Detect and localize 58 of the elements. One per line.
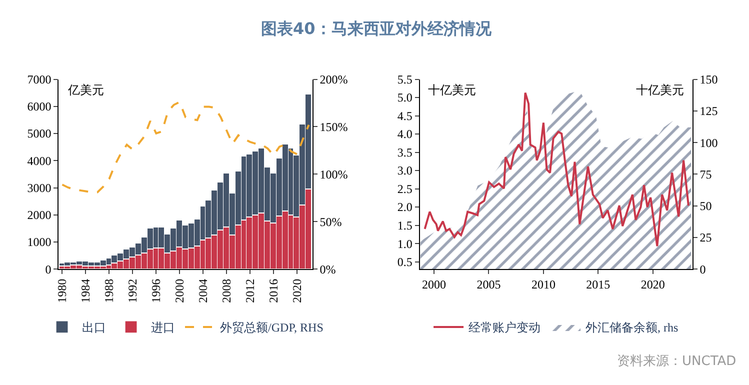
line-series [61, 101, 310, 194]
y2-tick-label: 100% [320, 167, 348, 182]
y-tick-label: 5000 [27, 126, 52, 141]
y-tick-label: 7000 [27, 72, 52, 86]
x-tick-label: 2000 [172, 278, 187, 303]
x-tick-label: 2010 [531, 278, 556, 292]
y2-tick-label: 200% [320, 72, 348, 86]
y2-tick-label: 0% [320, 262, 336, 276]
y-tick-label: 4.5 [397, 108, 412, 123]
y2-tick-label: 50% [320, 214, 342, 229]
x-tick-label: 2008 [220, 278, 234, 303]
x-tick-label: 2005 [476, 278, 501, 292]
y-tick-label: 5.0 [397, 90, 412, 105]
legend-label: 外贸总额/GDP, RHS [220, 320, 324, 335]
y-tick-label: 1.5 [397, 218, 412, 233]
x-tick-label: 2000 [422, 278, 446, 292]
y2-tick-label: 25 [700, 230, 712, 245]
x-tick-label: 2016 [266, 278, 280, 303]
legend-label: 出口 [82, 320, 106, 335]
x-tick-label: 1988 [102, 278, 116, 303]
y2-tick-label: 150 [700, 72, 718, 86]
y-tick-label: 5.5 [397, 72, 412, 86]
legend-label: 进口 [151, 320, 176, 335]
y2-tick-label: 75 [700, 167, 712, 182]
y-tick-label: 2.0 [397, 200, 412, 214]
x-tick-label: 1980 [55, 278, 70, 303]
y-tick-label: 4.0 [397, 127, 412, 142]
y2-tick-label: 50 [700, 199, 712, 214]
y-tick-label: 1000 [27, 235, 52, 250]
y2-tick-label: 0 [700, 262, 706, 276]
x-tick-label: 2004 [196, 278, 210, 303]
x-tick-label: 1984 [78, 278, 93, 303]
y-tick-label: 6000 [27, 100, 52, 114]
y-tick-label: 3.5 [397, 145, 412, 160]
y-axis-title: 十亿美元 [428, 83, 476, 97]
x-tick-label: 2020 [290, 278, 304, 303]
y2-tick-label: 100 [700, 136, 718, 150]
y-tick-label: 0 [45, 262, 52, 276]
text: 图表40：马来西亚对外经济情况 [261, 19, 492, 38]
x-tick-label: 1992 [126, 278, 140, 303]
y-tick-label: 1.0 [397, 236, 412, 251]
legend-label: 经常账户变动 [468, 320, 541, 335]
x-tick-label: 2012 [243, 278, 258, 303]
y2-tick-label: 150% [320, 120, 348, 134]
y-tick-label: 4000 [27, 154, 52, 168]
y2-axis-title: 十亿美元 [636, 83, 684, 97]
y-tick-label: 3.0 [397, 164, 412, 178]
x-tick-label: 1996 [149, 278, 164, 303]
y-tick-label: 2000 [27, 208, 52, 222]
y-tick-label: 0.5 [397, 255, 412, 270]
y-tick-label: 2.5 [397, 182, 412, 196]
x-tick-label: 2015 [586, 278, 610, 292]
legend-label: 外汇储备余额, rhs [586, 320, 679, 335]
text: 资料来源：UNCTAD [617, 354, 736, 369]
y-tick-label: 3000 [27, 180, 52, 195]
y2-tick-label: 125 [700, 104, 718, 118]
x-tick-label: 2020 [640, 278, 665, 292]
y-axis-title: 亿美元 [67, 83, 104, 97]
